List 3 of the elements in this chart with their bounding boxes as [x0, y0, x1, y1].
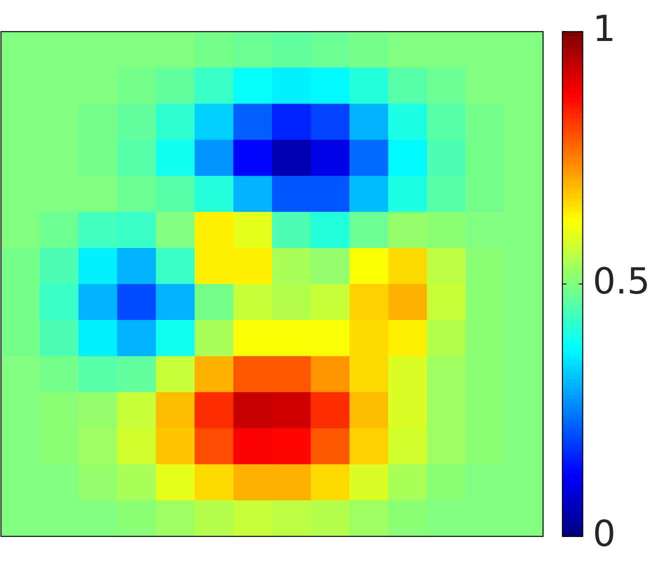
color-bar-label: 0 — [592, 514, 616, 555]
color-bar-label: 0.5 — [592, 261, 650, 302]
color-bar-label: 1 — [592, 8, 616, 50]
